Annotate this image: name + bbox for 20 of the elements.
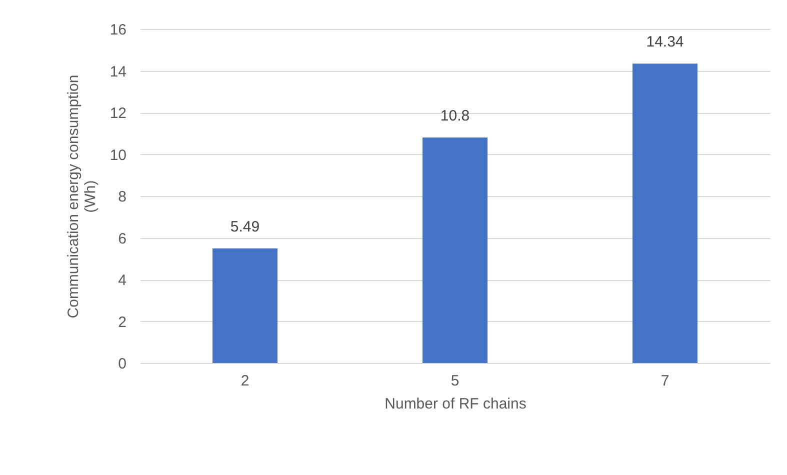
bar <box>632 64 698 363</box>
data-label: 10.8 <box>440 108 470 125</box>
x-tick-label: 2 <box>240 372 250 390</box>
y-tick-label: 8 <box>118 188 126 206</box>
x-tick-label: 7 <box>660 372 670 390</box>
bar <box>212 248 278 363</box>
y-tick-label: 12 <box>110 105 126 122</box>
y-tick-label: 4 <box>118 272 126 289</box>
y-tick-label: 6 <box>118 230 126 248</box>
y-tick-label: 10 <box>110 146 126 164</box>
y-axis-title: Communication energy consumption (Wh) <box>64 74 99 318</box>
y-tick-label: 14 <box>110 63 126 80</box>
y-tick-label: 0 <box>118 356 126 372</box>
y-tick-label: 2 <box>118 314 126 331</box>
data-label: 5.49 <box>230 218 260 236</box>
data-label: 14.34 <box>646 34 684 51</box>
y-tick-label: 16 <box>110 22 126 38</box>
x-tick-label: 5 <box>450 372 460 390</box>
x-axis-title: Number of RF chains <box>384 396 526 412</box>
bar <box>422 138 488 363</box>
